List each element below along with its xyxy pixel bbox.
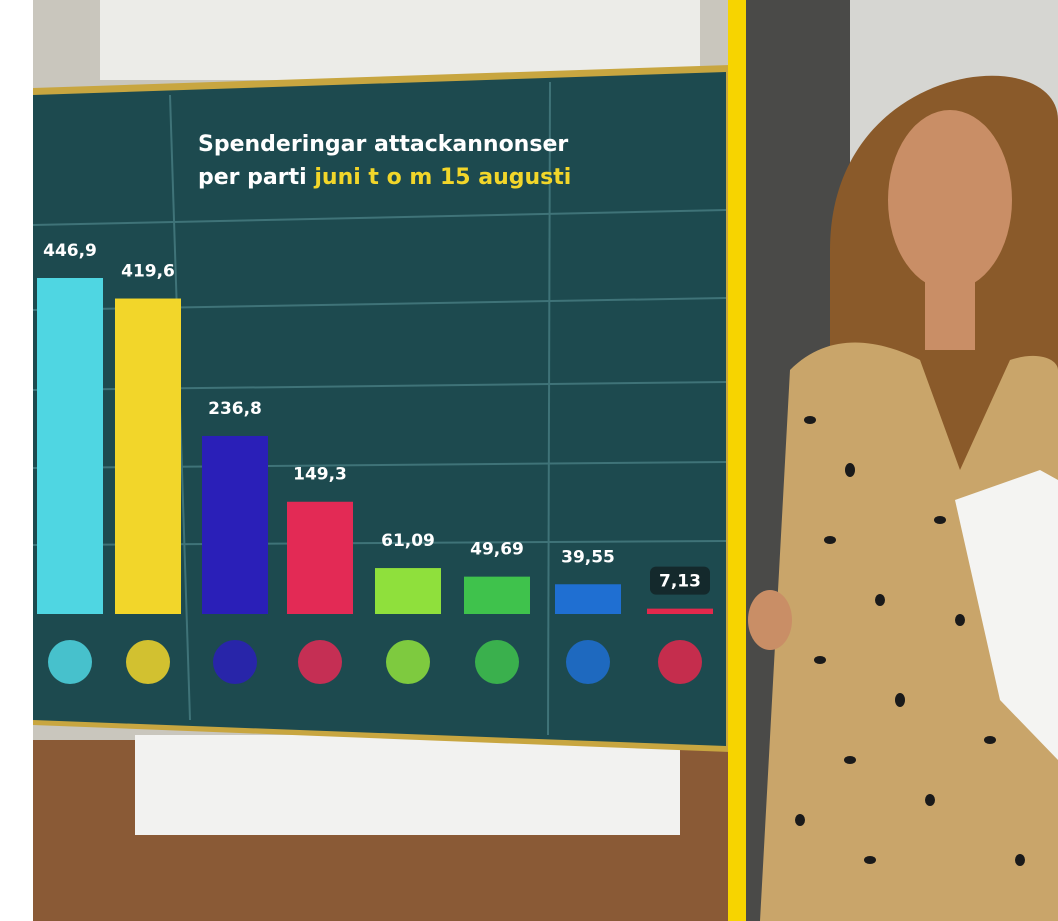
papers [955,470,1058,760]
dress-dots [795,416,1025,866]
party-logo [386,640,430,684]
bar [464,576,530,614]
divider [728,0,746,921]
bar [37,278,103,614]
face [888,110,1012,290]
chart-subtitle: per parti juni t o m 15 augusti [198,165,571,190]
wall-panel [100,0,700,80]
label-box [650,566,710,595]
value-label: 7,13 [659,572,701,592]
party-logo [298,640,342,684]
subtitle-highlight: juni t o m 15 augusti [313,165,571,190]
party-logo [658,640,702,684]
dress [760,342,1058,921]
value-label: 236,8 [208,399,262,419]
value-label: 149,3 [293,465,347,485]
value-label: 49,69 [470,540,524,560]
bar [202,435,268,614]
party-logo [48,640,92,684]
bars: 446,9 419,6 236,8 149,3 61,09 49,69 39,55 7,13 [37,241,713,684]
bar [115,298,181,614]
value-label: 446,9 [43,241,97,261]
party-logo [213,640,257,684]
value-label: 419,6 [121,262,175,282]
bar [555,584,621,614]
screen-stand [135,735,680,835]
bar [647,608,713,614]
hand [748,590,792,650]
bar [375,568,441,614]
chart-title: Spenderingar attackannonser [198,132,568,157]
party-logo [126,640,170,684]
value-label: 61,09 [381,531,435,551]
subtitle-text: per parti [198,165,307,190]
party-logo [475,640,519,684]
party-logo [566,640,610,684]
neck [925,270,975,350]
value-label: 39,55 [561,547,615,567]
margin [0,0,33,921]
bar [287,501,353,614]
